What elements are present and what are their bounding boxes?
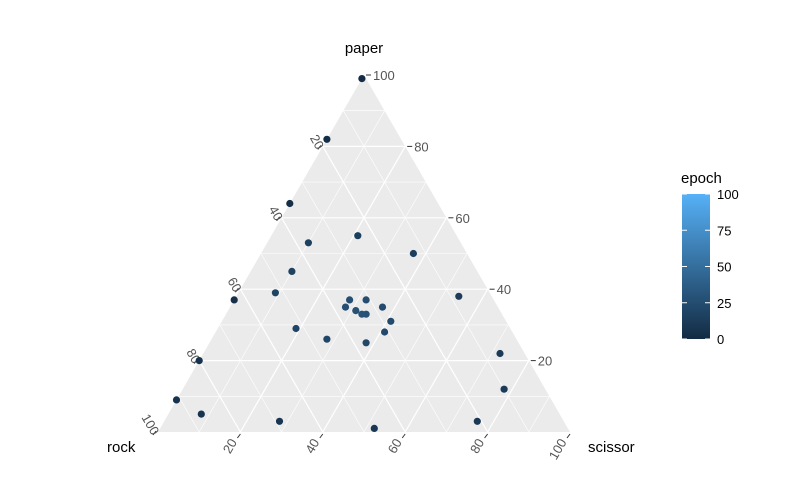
grid-line <box>487 360 530 433</box>
data-point <box>381 328 389 336</box>
data-point <box>292 324 300 333</box>
data-point <box>352 307 360 315</box>
data-point <box>323 135 331 143</box>
data-point <box>496 349 504 358</box>
rock-tick-label: 20 <box>307 132 327 152</box>
legend-ticks: 0 25 50 75 100 <box>682 187 739 347</box>
tick-mark <box>319 433 324 439</box>
paper-tick-label: 20 <box>538 354 552 369</box>
grid-line <box>363 253 468 433</box>
data-point <box>195 357 203 365</box>
legend-tick-label: 25 <box>717 296 731 311</box>
data-point <box>286 199 294 208</box>
grid-line <box>239 288 324 433</box>
legend-title: epoch <box>681 170 722 187</box>
grid-line <box>281 181 427 433</box>
tick-mark <box>401 433 406 439</box>
legend-tick-label: 75 <box>717 223 731 238</box>
data-point <box>230 296 238 304</box>
data-point <box>362 296 370 304</box>
data-point <box>304 239 312 247</box>
data-point <box>354 232 362 240</box>
data-point <box>275 417 284 425</box>
tick-mark <box>317 145 322 150</box>
data-point <box>358 310 366 318</box>
legend-tick-label: 0 <box>717 332 724 347</box>
data-point <box>271 289 279 297</box>
data-point <box>323 335 331 343</box>
data-point <box>197 410 205 418</box>
grid-lines <box>178 110 550 433</box>
rock-tick-label: 40 <box>266 203 286 223</box>
paper-tick-label: 60 <box>455 211 469 226</box>
left-axis-label: rock <box>107 439 136 456</box>
scissor-tick-label: 60 <box>385 436 405 456</box>
grid-line <box>404 288 489 433</box>
data-point <box>346 296 354 304</box>
paper-tick-label: 100 <box>373 68 395 83</box>
rock-tick-label: 100 <box>139 411 163 437</box>
rock-tick-label: 60 <box>225 275 245 295</box>
data-point <box>409 249 417 258</box>
tick-mark <box>484 433 489 439</box>
grid-line <box>301 181 447 433</box>
legend-tick-label: 100 <box>717 187 739 202</box>
data-points <box>172 75 508 432</box>
scissor-tick-label: 20 <box>220 436 240 456</box>
color-legend: epoch 0 25 50 75 100 <box>681 170 739 347</box>
grid-line <box>446 324 509 433</box>
right-axis-label: scissor <box>588 439 635 456</box>
tick-mark <box>276 216 281 222</box>
tick-mark <box>152 430 157 436</box>
data-point <box>172 396 181 404</box>
scissor-tick-label: 100 <box>546 436 570 462</box>
data-point <box>473 417 481 425</box>
data-point <box>358 75 366 83</box>
grid-line <box>260 253 365 433</box>
grid-line <box>219 324 282 433</box>
paper-tick-label: 80 <box>414 139 428 154</box>
tick-marks <box>152 74 571 439</box>
data-point <box>378 303 387 311</box>
tick-mark <box>566 433 571 439</box>
data-point <box>387 317 395 325</box>
grid-line <box>343 110 530 433</box>
data-point <box>500 385 508 393</box>
data-point <box>370 424 378 432</box>
tick-mark <box>236 433 241 439</box>
legend-tick-label: 50 <box>717 260 731 275</box>
grid-line <box>528 396 550 433</box>
paper-tick-label: 40 <box>497 282 511 297</box>
data-point <box>341 303 350 311</box>
data-point <box>288 267 296 275</box>
top-axis-label: paper <box>345 40 383 57</box>
data-point <box>455 292 463 300</box>
scissor-tick-label: 80 <box>467 436 487 456</box>
grid-line <box>178 396 200 433</box>
data-point <box>362 339 370 347</box>
scissor-tick-label: 40 <box>302 436 322 456</box>
tick-mark <box>234 287 239 293</box>
grid-line <box>198 360 241 433</box>
